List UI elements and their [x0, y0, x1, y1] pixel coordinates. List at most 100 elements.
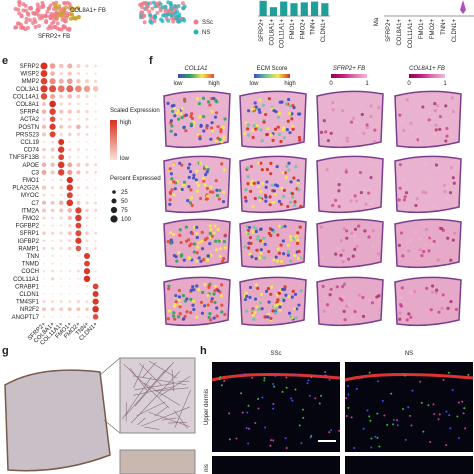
gene-label: MMP2 — [22, 79, 40, 85]
spot — [221, 125, 225, 129]
dot — [50, 208, 55, 213]
umap-point — [148, 13, 153, 18]
nucleus — [309, 436, 312, 439]
color-bar — [331, 74, 367, 78]
spot — [258, 300, 262, 305]
spot — [168, 167, 172, 171]
umap-point — [151, 0, 156, 5]
spot — [267, 249, 271, 254]
spot — [276, 247, 280, 251]
spot — [189, 196, 194, 200]
spot — [432, 132, 436, 136]
spot — [424, 177, 429, 181]
spot — [180, 116, 184, 120]
nucleus — [324, 374, 327, 377]
dot — [94, 277, 97, 280]
nucleus — [410, 424, 413, 427]
nucleus — [245, 427, 248, 430]
spot — [453, 231, 457, 235]
spot — [434, 163, 439, 167]
spot — [179, 112, 183, 116]
nucleus — [298, 424, 301, 427]
size-key — [110, 215, 118, 223]
dot — [40, 77, 48, 85]
spot — [219, 128, 223, 132]
spot — [282, 136, 286, 140]
spot — [258, 198, 263, 202]
legend-label: 25 — [121, 190, 128, 196]
dot — [50, 170, 55, 175]
gene-label: COL11A1 — [13, 277, 40, 283]
spot — [266, 127, 270, 131]
spot — [331, 108, 335, 112]
spot — [190, 203, 194, 207]
umap-point — [75, 5, 80, 10]
umap-point — [32, 17, 37, 22]
spot — [169, 238, 173, 242]
spot — [176, 108, 181, 112]
scale-label: 0 — [329, 81, 333, 87]
spot — [260, 139, 264, 143]
dot — [85, 170, 89, 175]
dot — [86, 179, 88, 181]
umap-point — [165, 12, 170, 17]
fiber — [143, 382, 180, 406]
spot — [293, 254, 297, 258]
spot — [208, 311, 212, 316]
dot — [76, 124, 81, 130]
dot — [40, 85, 48, 93]
spot — [170, 177, 174, 181]
dot — [58, 154, 65, 161]
spot — [324, 130, 328, 134]
dot — [50, 277, 55, 281]
spot — [209, 185, 213, 189]
spot — [326, 138, 330, 143]
nucleus — [396, 419, 399, 422]
spot — [282, 298, 286, 303]
nucleus — [285, 446, 288, 449]
spot — [205, 170, 209, 174]
spot — [177, 295, 182, 299]
spot — [367, 191, 371, 195]
dot — [58, 78, 64, 84]
spot — [190, 112, 194, 116]
spot — [284, 175, 288, 180]
gene-label: RAMP1 — [18, 246, 39, 252]
dot — [50, 71, 55, 76]
spot — [341, 295, 346, 299]
dot — [94, 239, 97, 242]
x-tick-label: COL11A1+ — [408, 19, 414, 49]
gene-label: C3 — [31, 170, 39, 176]
dot — [51, 216, 54, 220]
spot — [263, 315, 267, 319]
nucleus — [368, 415, 371, 418]
spot — [251, 128, 255, 132]
spot — [269, 292, 273, 296]
spot — [337, 189, 341, 193]
dot — [85, 186, 89, 189]
spot — [222, 240, 226, 244]
tissue — [316, 90, 384, 149]
umap-point — [159, 17, 164, 22]
spot — [201, 96, 206, 100]
dot — [41, 169, 47, 175]
dot — [68, 277, 71, 280]
spot — [345, 229, 349, 233]
spot — [251, 205, 255, 209]
spot — [191, 285, 195, 289]
spot — [359, 190, 363, 195]
umap-point — [163, 4, 168, 9]
spot — [220, 162, 224, 166]
dot — [42, 315, 46, 318]
spot — [345, 236, 349, 240]
spot — [270, 183, 274, 187]
spot — [279, 202, 283, 206]
spot — [332, 103, 336, 108]
spot — [262, 236, 266, 240]
umap-point — [173, 10, 178, 15]
umap-point — [24, 20, 29, 25]
tissue — [316, 218, 384, 269]
scale-label: high — [284, 81, 295, 87]
spot — [277, 291, 282, 295]
spot — [357, 293, 362, 297]
